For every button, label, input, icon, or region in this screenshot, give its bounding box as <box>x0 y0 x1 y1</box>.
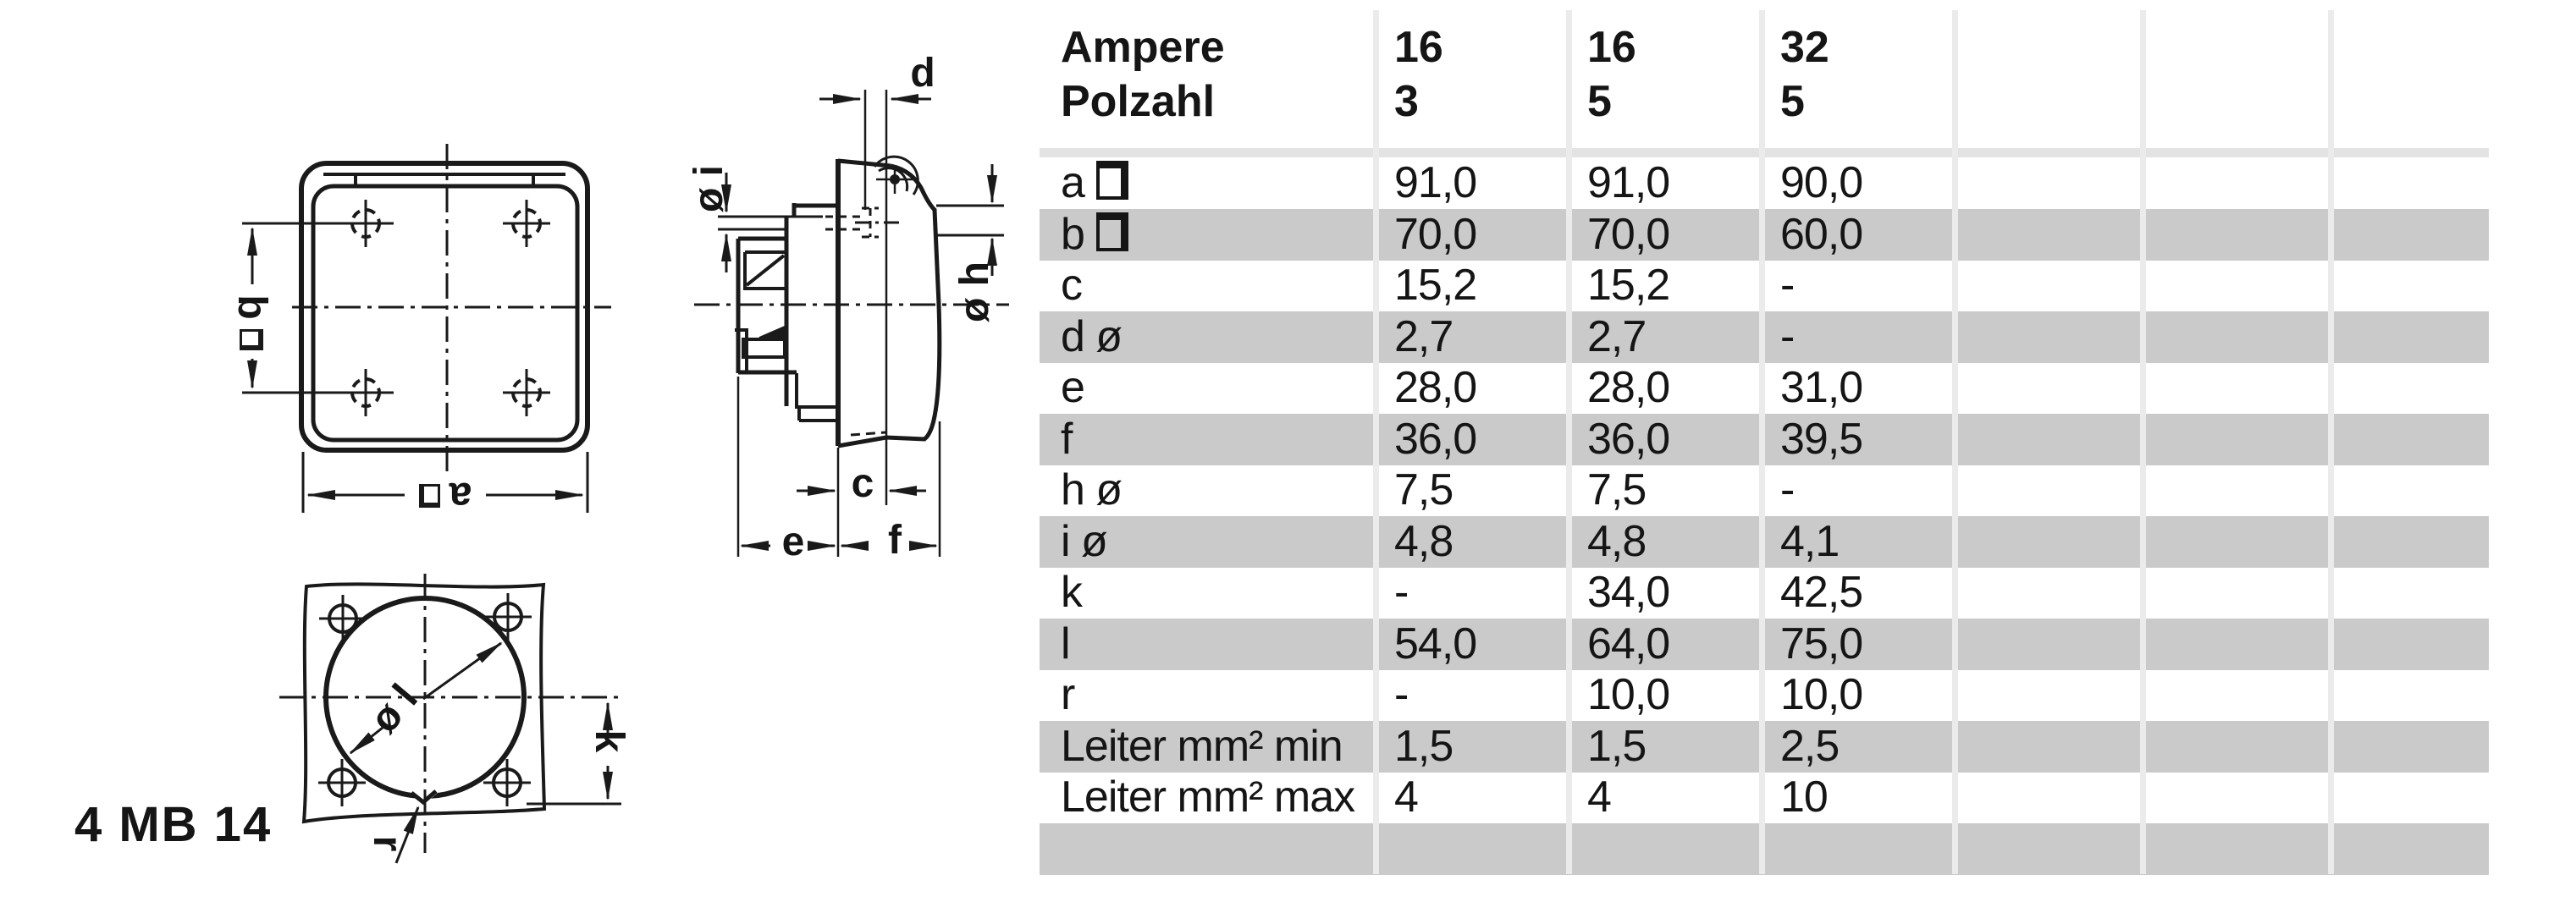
header-ampere-label: Ampere <box>1061 23 1225 72</box>
row-value: 28,0 <box>1587 363 1670 412</box>
screw-hole-icon <box>483 759 531 806</box>
screw-hole-icon <box>484 593 532 641</box>
square-symbol-icon <box>1095 212 1128 251</box>
row-value: 4 <box>1587 773 1612 822</box>
row-label: r <box>1061 670 1075 719</box>
row-value: 4 <box>1394 773 1419 822</box>
header-polzahl-value: 5 <box>1587 77 1612 126</box>
row-value: 28,0 <box>1394 363 1477 412</box>
row-value: 1,5 <box>1587 721 1647 771</box>
row-value: - <box>1394 568 1409 617</box>
row-label: d ø <box>1061 311 1123 361</box>
row-value: 64,0 <box>1587 619 1670 668</box>
table-row: c 15,2 15,2 - <box>1040 260 2489 311</box>
header-polzahl-value: 5 <box>1780 77 1805 126</box>
table-row: e 28,0 28,0 31,0 <box>1040 362 2489 414</box>
row-label: c <box>1061 261 1083 310</box>
column-separator <box>2328 10 2334 874</box>
row-label: l <box>1061 619 1071 668</box>
row-value: 90,0 <box>1780 158 1863 207</box>
row-value: 91,0 <box>1394 158 1477 207</box>
row-value: 91,0 <box>1587 158 1670 207</box>
row-value: 10,0 <box>1780 670 1863 719</box>
technical-drawing-linework <box>242 90 1009 864</box>
row-value: 75,0 <box>1780 619 1863 668</box>
row-label: e <box>1061 363 1085 412</box>
row-value: 2,7 <box>1394 311 1453 361</box>
row-value: - <box>1780 311 1795 361</box>
column-separator <box>1952 10 1958 874</box>
square-symbol-icon <box>1095 161 1128 200</box>
row-value: 39,5 <box>1780 414 1863 464</box>
row-label: i ø <box>1061 516 1108 566</box>
header-ampere-value: 16 <box>1587 23 1636 72</box>
row-value: 2,7 <box>1587 311 1647 361</box>
row-value: 34,0 <box>1587 568 1670 617</box>
row-value: - <box>1780 465 1795 514</box>
mounting-hole-icon <box>503 200 550 247</box>
mounting-hole-icon <box>503 369 550 416</box>
row-label: Leiter mm² min <box>1061 721 1343 771</box>
row-value: 15,2 <box>1587 261 1670 310</box>
column-separator <box>1566 10 1572 874</box>
product-code: 4 MB 14 <box>74 797 273 852</box>
row-value: 4,8 <box>1587 516 1647 566</box>
row-value: 54,0 <box>1394 619 1477 668</box>
dim-label-f: f <box>888 518 902 563</box>
header-polzahl-label: Polzahl <box>1061 77 1216 126</box>
row-value: - <box>1780 261 1795 310</box>
header-ampere-value: 32 <box>1780 23 1829 72</box>
row-value: 1,5 <box>1394 721 1453 771</box>
row-label: h ø <box>1061 465 1123 514</box>
column-separator <box>1373 10 1379 874</box>
dim-label-c: c <box>851 461 874 506</box>
side-view <box>694 90 1009 557</box>
row-value: 31,0 <box>1780 363 1863 412</box>
row-value: 10 <box>1780 773 1829 822</box>
table-row: k - 34,0 42,5 <box>1040 567 2489 619</box>
row-value: 36,0 <box>1394 414 1477 464</box>
row-label: f <box>1061 414 1073 464</box>
row-value: 4,8 <box>1394 516 1453 566</box>
row-value: 4,1 <box>1780 516 1840 566</box>
screw-hole-icon <box>319 595 367 642</box>
cutout-view <box>279 574 621 864</box>
table-row: h ø 7,5 7,5 - <box>1040 465 2489 516</box>
table-row: r - 10,0 10,0 <box>1040 669 2489 721</box>
row-value: 70,0 <box>1587 209 1670 259</box>
row-value: 15,2 <box>1394 261 1477 310</box>
row-value: 70,0 <box>1394 209 1477 259</box>
dim-label-e: e <box>781 520 805 564</box>
screw-hole-icon <box>318 759 366 806</box>
row-label: a <box>1061 157 1128 209</box>
row-value: 7,5 <box>1587 465 1647 514</box>
row-value: 10,0 <box>1587 670 1670 719</box>
row-value: 36,0 <box>1587 414 1670 464</box>
row-label: b <box>1061 209 1128 261</box>
row-label: k <box>1061 568 1083 617</box>
front-view <box>242 144 611 513</box>
row-value: - <box>1394 670 1409 719</box>
row-value: 60,0 <box>1780 209 1863 259</box>
header-ampere-value: 16 <box>1394 23 1443 72</box>
row-value: 2,5 <box>1780 721 1840 771</box>
row-label: Leiter mm² max <box>1061 773 1355 822</box>
table-row: Leiter mm² max 4 4 10 <box>1040 772 2489 823</box>
header-polzahl-value: 3 <box>1394 77 1419 126</box>
row-value: 42,5 <box>1780 568 1863 617</box>
row-value: 7,5 <box>1394 465 1453 514</box>
column-separator <box>2140 10 2146 874</box>
column-separator <box>1759 10 1765 874</box>
table-row: a 91,0 91,0 90,0 <box>1040 157 2489 209</box>
dim-label-d: d <box>910 51 935 96</box>
